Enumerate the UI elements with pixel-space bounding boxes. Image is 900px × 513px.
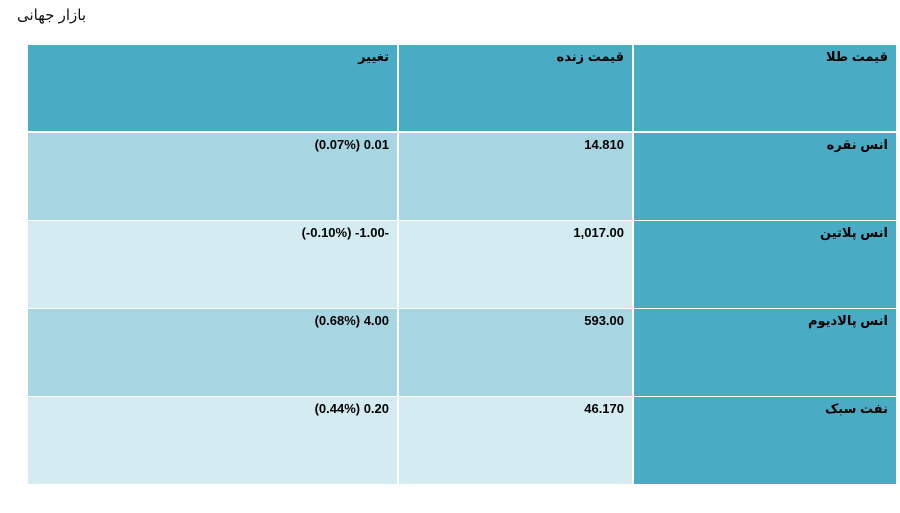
header-gold-price: قیمت طلا (634, 45, 896, 131)
table-row: (0.44%) 0.20 46.170 نفت سبک (28, 397, 898, 484)
page-title: بازار جهانی (17, 7, 87, 24)
change-value: (0.44%) 0.20 (314, 401, 389, 416)
cell-name: انس نقره (634, 133, 896, 220)
header-live-price: قیمت زنده (399, 45, 632, 131)
cell-live-price: 593.00 (399, 309, 632, 396)
cell-name: نفت سبک (634, 397, 896, 484)
cell-change: (0.68%) 4.00 (28, 309, 397, 396)
change-value: (0.68%) 4.00 (314, 313, 389, 328)
cell-live-price: 14.810 (399, 133, 632, 220)
market-table: تغییر قیمت زنده قیمت طلا (0.07%) 0.01 14… (28, 45, 898, 485)
cell-name: انس پالادیوم (634, 309, 896, 396)
cell-name: انس پلاتین (634, 221, 896, 308)
change-value: (-0.10%) -1.00- (301, 225, 389, 240)
cell-change: (0.07%) 0.01 (28, 133, 397, 220)
table-row: (-0.10%) -1.00- 1,017.00 انس پلاتین (28, 221, 898, 308)
cell-live-price: 1,017.00 (399, 221, 632, 308)
cell-live-price: 46.170 (399, 397, 632, 484)
table-header-row: تغییر قیمت زنده قیمت طلا (28, 45, 898, 131)
table-row: (0.07%) 0.01 14.810 انس نقره (28, 133, 898, 220)
cell-change: (-0.10%) -1.00- (28, 221, 397, 308)
change-value: (0.07%) 0.01 (314, 137, 389, 152)
cell-change: (0.44%) 0.20 (28, 397, 397, 484)
table-row: (0.68%) 4.00 593.00 انس پالادیوم (28, 309, 898, 396)
header-change: تغییر (28, 45, 397, 131)
